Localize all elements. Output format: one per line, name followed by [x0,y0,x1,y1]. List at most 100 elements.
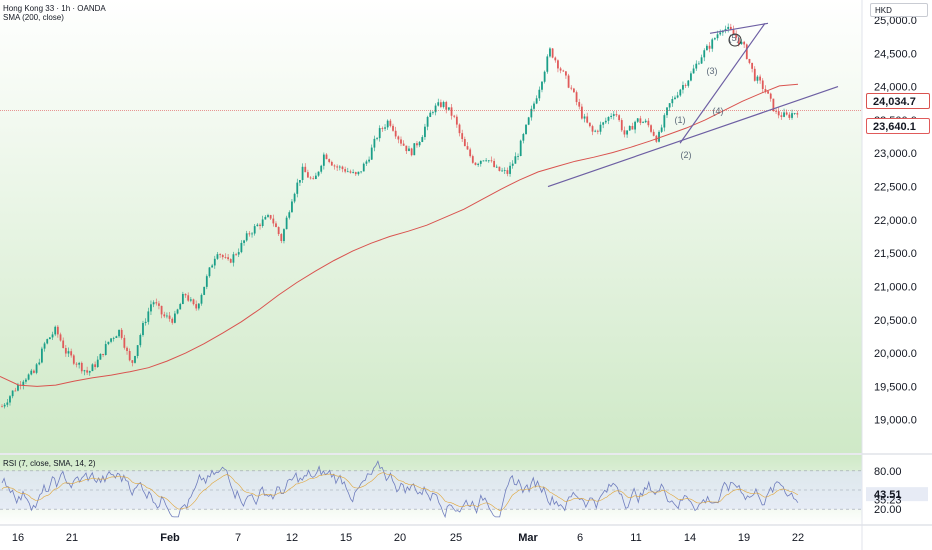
candle-body [64,348,67,354]
candle-body [336,166,339,168]
candle-body [120,329,123,338]
candle-body [780,115,783,117]
candle-body [142,323,144,336]
candle-body [197,303,200,309]
candle-body [666,107,668,116]
candle-body [525,124,527,135]
candle-body [184,293,187,296]
wave-label: (5) [729,33,740,43]
candle-body [102,353,104,355]
candle-body [272,218,275,224]
x-tick-label: 16 [12,532,24,544]
candle-body [35,364,38,373]
candle-body [687,80,690,86]
candle-body [575,92,578,103]
candle-body [17,384,19,391]
candle-body [719,32,722,35]
candle-body [211,265,214,268]
y-tick-label: 25,000.0 [874,15,917,27]
rsi-tick-label: 80.00 [874,466,902,478]
candle-body [171,318,174,323]
candle-body [104,344,107,355]
candle-body [179,304,182,310]
candle-body [437,102,440,106]
candle-body [283,229,285,242]
sma-legend[interactable]: SMA (200, close) [3,13,64,22]
y-tick-label: 22,000.0 [874,215,917,227]
candle-body [134,356,136,363]
candle-body [562,70,565,72]
x-tick-label: 12 [286,532,298,544]
candle-body [788,114,791,118]
candle-body [596,130,599,132]
candle-body [698,63,700,65]
candle-body [328,159,331,162]
candle-body [554,57,557,61]
candle-body [386,120,389,128]
x-tick-label: 25 [450,532,462,544]
candle-body [517,156,519,157]
candle-body [706,45,708,51]
candle-body [732,29,735,35]
candle-body [612,114,615,116]
candle-body [176,309,179,314]
candle-body [578,102,581,107]
rsi-legend[interactable]: RSI (7, close, SMA, 14, 2) [3,459,96,468]
candle-body [75,363,78,365]
rsi-value-tag [866,487,928,502]
candle-body [565,71,567,76]
price-axis[interactable]: 25,000.024,500.024,000.023,500.023,000.0… [874,15,917,427]
candle-body [756,76,759,81]
currency-selector[interactable]: HKD [870,3,928,17]
candle-body [636,118,639,122]
candle-body [751,62,754,69]
candle-body [785,112,788,115]
candle-body [168,315,171,319]
candle-body [495,166,498,168]
candle-body [703,50,706,58]
candle-body [14,390,17,392]
candle-body [700,57,703,64]
candle-body [253,226,256,234]
candle-body [243,240,245,243]
candle-body [764,89,767,92]
candle-body [291,201,293,213]
candle-body [245,233,248,241]
y-tick-label: 21,500.0 [874,248,917,260]
candle-body [264,216,267,220]
candle-body [644,120,647,123]
candle-body [346,171,349,173]
candle-body [610,115,613,118]
candle-body [6,402,9,405]
x-tick-label: 21 [66,532,78,544]
symbol-legend[interactable]: Hong Kong 33 · 1h · OANDA [3,4,106,13]
x-tick-label: Mar [518,532,538,544]
candle-body [474,162,477,165]
candle-body [88,371,91,373]
candle-body [232,254,235,263]
x-tick-label: 14 [684,532,696,544]
candle-body [115,336,118,338]
candle-body [551,48,554,58]
candle-body [309,177,312,179]
candle-body [626,130,628,135]
candle-body [277,227,280,235]
y-tick-label: 22,500.0 [874,182,917,194]
candlestick-series [1,23,799,409]
candle-body [594,130,597,132]
candle-body [256,224,259,227]
candle-body [163,314,166,317]
candle-body [78,362,81,365]
candle-body [322,154,325,166]
candle-body [541,81,543,90]
candle-body [378,128,381,139]
y-tick-label: 23,000.0 [874,148,917,160]
candle-body [740,41,743,45]
candle-body [213,258,216,266]
time-axis[interactable]: 16 21 Feb 7 12 15 20 25 Mar 6 11 14 19 22 [12,532,804,544]
candle-body [450,107,453,116]
candle-body [628,125,631,131]
candle-body [416,143,418,146]
candle-body [229,259,232,263]
